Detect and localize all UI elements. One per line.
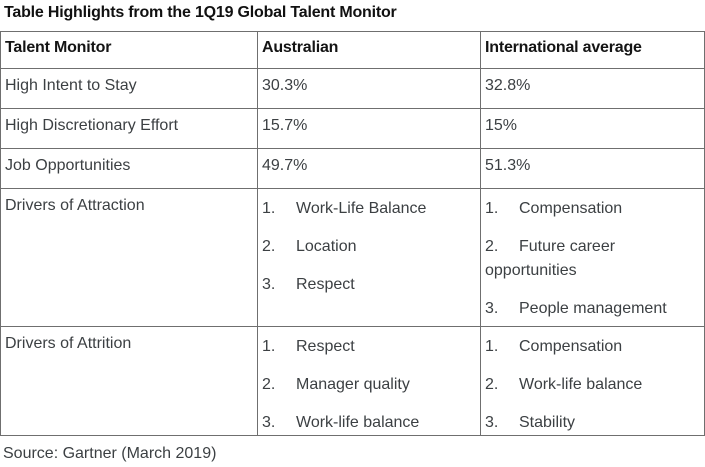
- list-item-number: 3.: [262, 276, 276, 293]
- list-item-text: Work-Life Balance: [296, 200, 427, 217]
- international-value: 15%: [480, 108, 705, 149]
- international-value: 32.8%: [480, 68, 705, 109]
- list-item: 1. Compensation: [485, 197, 702, 221]
- list-item-number: 1.: [485, 338, 499, 355]
- australian-value: 30.3%: [257, 68, 481, 109]
- list-item-number: 1.: [262, 338, 276, 355]
- list-item-text: Manager quality: [296, 376, 410, 393]
- list-item-text: Respect: [296, 338, 355, 355]
- international-list: 1. Compensation 2. Future career opportuni…: [480, 188, 705, 327]
- table-row-drivers-of-attraction: Drivers of Attraction 1. Work-Life Balanc…: [0, 188, 705, 327]
- list-item-text: Respect: [296, 276, 355, 293]
- list-item: 1. Compensation: [485, 335, 702, 359]
- row-label: High Intent to Stay: [0, 68, 258, 109]
- list-item-number: 1.: [262, 200, 276, 217]
- list-item: 3. Stability: [485, 411, 702, 435]
- table-row-drivers-of-attrition: Drivers of Attrition 1. Respect 2. Manager…: [0, 326, 705, 436]
- list-item-number: 1.: [485, 200, 499, 217]
- list-item: 3. People management: [485, 297, 702, 321]
- list-item-number: 2.: [485, 376, 499, 393]
- international-value: 51.3%: [480, 148, 705, 189]
- list-item-text: Compensation: [519, 338, 623, 355]
- list-item: 3. Respect: [262, 273, 478, 297]
- australian-list: 1. Work-Life Balance 2. Location 3. Respect: [257, 188, 481, 327]
- table-row-high-intent-to-stay: High Intent to Stay 30.3% 32.8%: [0, 68, 705, 109]
- list-item: 3. Work-life balance: [262, 411, 478, 435]
- international-list: 1. Compensation 2. Work-life balance 3. Sta…: [480, 326, 705, 436]
- row-label: Job Opportunities: [0, 148, 258, 189]
- header-cell-international-average: International average: [480, 31, 705, 69]
- row-label: Drivers of Attrition: [0, 326, 258, 436]
- list-item-text: Location: [296, 238, 357, 255]
- australian-value: 49.7%: [257, 148, 481, 189]
- list-item-text: People management: [519, 300, 667, 317]
- list-item: 1. Work-Life Balance: [262, 197, 478, 221]
- list-item: 2. Manager quality: [262, 373, 478, 397]
- list-item: 2. Location: [262, 235, 478, 259]
- list-item-number: 2.: [262, 238, 276, 255]
- row-label: Drivers of Attraction: [0, 188, 258, 327]
- list-item-number: 3.: [485, 414, 499, 431]
- list-item-text: Stability: [519, 414, 576, 431]
- list-item: 2. Work-life balance: [485, 373, 702, 397]
- list-item: 1. Respect: [262, 335, 478, 359]
- list-item-number: 2.: [262, 376, 276, 393]
- page-title: Table Highlights from the 1Q19 Global Ta…: [4, 4, 397, 21]
- header-cell-australian: Australian: [257, 31, 481, 69]
- list-item-number: 3.: [262, 414, 276, 431]
- header-cell-talent-monitor: Talent Monitor: [0, 31, 258, 69]
- list-item-number: 3.: [485, 300, 499, 317]
- table-header-row: Talent Monitor Australian International …: [0, 31, 705, 69]
- table-row-job-opportunities: Job Opportunities 49.7% 51.3%: [0, 148, 705, 189]
- table-row-high-discretionary-effort: High Discretionary Effort 15.7% 15%: [0, 108, 705, 149]
- list-item: 2. Future career opportunities: [485, 235, 702, 283]
- source-attribution: Source: Gartner (March 2019): [3, 445, 217, 462]
- list-item-text: Future career opportunities: [485, 238, 616, 279]
- row-label: High Discretionary Effort: [0, 108, 258, 149]
- australian-value: 15.7%: [257, 108, 481, 149]
- list-item-text: Work-life balance: [519, 376, 643, 393]
- australian-list: 1. Respect 2. Manager quality 3. Work-life …: [257, 326, 481, 436]
- talent-monitor-table: Talent Monitor Australian International …: [0, 31, 705, 436]
- list-item-number: 2.: [485, 238, 499, 255]
- list-item-text: Work-life balance: [296, 414, 420, 431]
- list-item-text: Compensation: [519, 200, 623, 217]
